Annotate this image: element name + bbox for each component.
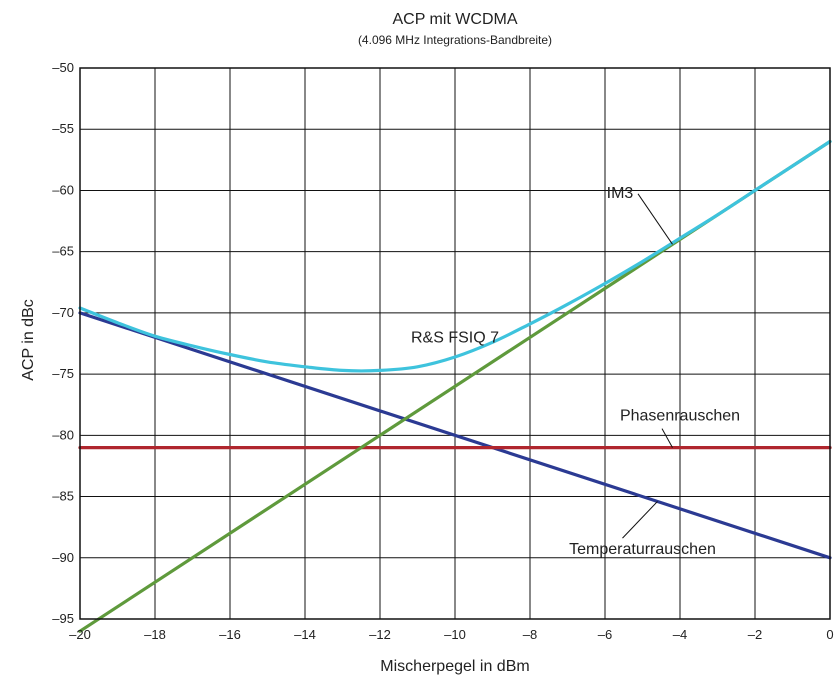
y-tick-labels: –50 –55 –60 –65 –70 –75 –80 –85 –90 –95 [52,60,74,626]
x-tick-label: –4 [673,627,687,642]
y-tick-label: –60 [52,182,74,197]
chart-title: ACP mit WCDMA [392,11,517,28]
annotation-r-s-fsiq-7: R&S FSIQ 7 [411,329,499,346]
chart-subtitle: (4.096 MHz Integrations-Bandbreite) [358,33,552,47]
x-tick-label: –18 [144,627,166,642]
leader-line-im3 [637,193,673,245]
y-tick-label: –80 [52,427,74,442]
series-line-temperaturrauschen [78,311,832,560]
x-tick-label: –14 [294,627,316,642]
series-layer [78,139,832,633]
annotation-temperaturrauschen: Temperaturrauschen [569,541,716,558]
x-tick-label: –10 [444,627,466,642]
x-tick-label: –12 [369,627,391,642]
x-tick-label: –2 [748,627,762,642]
x-tick-label: –8 [523,627,537,642]
plot-frame [79,67,831,620]
leader-line-phasenrauschen [661,428,673,448]
x-tick-label: –6 [598,627,612,642]
x-tick-label: –20 [69,627,91,642]
x-tick-label: –16 [219,627,241,642]
y-tick-label: –85 [52,489,74,504]
y-tick-label: –70 [52,305,74,320]
annotation-phasenrauschen: Phasenrauschen [620,408,740,425]
y-tick-label: –75 [52,366,74,381]
y-axis-label: ACP in dBc [20,299,37,381]
y-tick-label: –50 [52,60,74,75]
x-tick-label: 0 [826,627,833,642]
y-tick-label: –65 [52,244,74,259]
y-tick-label: –95 [52,611,74,626]
series-line-r-s-fsiq-7 [78,139,832,373]
y-tick-label: –90 [52,550,74,565]
y-tick-label: –55 [52,121,74,136]
x-axis-label: Mischerpegel in dBm [380,658,529,675]
annotations: IM3 R&S FSIQ 7 Phasenrauschen Temperaturrau… [411,185,740,558]
annotation-im3: IM3 [607,185,634,202]
x-tick-labels: –20 –18 –16 –14 –12 –10 –8 –6 –4 –2 0 [69,627,833,642]
leader-line-temperaturrauschen [622,501,658,539]
